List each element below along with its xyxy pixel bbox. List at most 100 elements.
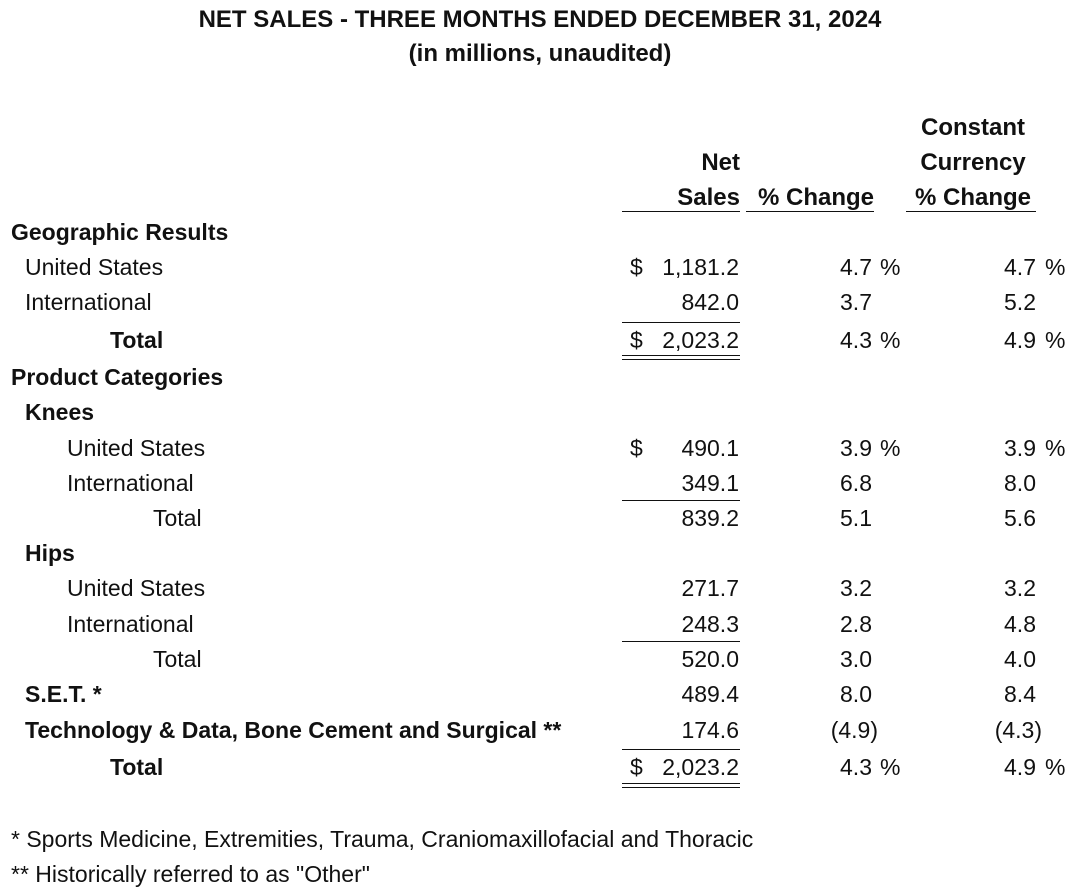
- row-label: United States: [25, 254, 164, 280]
- currency-symbol: $: [630, 254, 643, 280]
- table-row-subtotal: Total 520.0 3.0 4.0: [0, 641, 1080, 677]
- table-row: International 349.1 6.8 8.0: [0, 465, 1080, 501]
- pct-change-sign: %: [880, 327, 901, 353]
- pct-change-value: 4.7: [840, 254, 872, 280]
- ccy-change-value: (4.3): [994, 717, 1042, 743]
- row-label: Total: [110, 327, 164, 353]
- table-row: United States $ 490.1 3.9 % 3.9 %: [0, 430, 1080, 466]
- row-label: S.E.T. *: [25, 681, 102, 707]
- row-label: International: [67, 611, 194, 637]
- footnote: ** Historically referred to as "Other": [11, 861, 370, 887]
- row-label: Geographic Results: [11, 219, 229, 245]
- net-sales-value: 839.2: [681, 505, 739, 531]
- net-sales-value: 520.0: [681, 646, 739, 672]
- row-label: United States: [67, 575, 206, 601]
- pct-change-value: 5.1: [840, 505, 872, 531]
- net-sales-header-underline: [622, 211, 740, 212]
- net-sales-value: 842.0: [681, 289, 739, 315]
- table-row-total: Total $ 2,023.2 4.3 % 4.9 %: [0, 322, 1080, 358]
- subsection-header-hips: Hips: [0, 535, 1080, 571]
- ccy-change-value: 4.9: [1004, 754, 1036, 780]
- table-row-grand-total: Total $ 2,023.2 4.3 % 4.9 %: [0, 749, 1080, 785]
- ccy-change-value: 5.2: [1004, 289, 1036, 315]
- row-label: International: [25, 289, 152, 315]
- constant-currency-header: Constant Currency % Change: [900, 110, 1046, 215]
- row-label: Technology & Data, Bone Cement and Surgi…: [25, 717, 562, 743]
- row-label: Knees: [25, 399, 95, 425]
- net-sales-header-line1: Net: [701, 149, 740, 176]
- section-header-geographic: Geographic Results: [0, 214, 1080, 250]
- ccy-header-line2: Currency: [920, 149, 1026, 176]
- row-label: Total: [110, 754, 164, 780]
- net-sales-value: 490.1: [681, 435, 739, 461]
- net-sales-header-line2: Sales: [677, 184, 740, 211]
- ccy-change-value: 4.8: [1004, 611, 1036, 637]
- row-label: Total: [153, 646, 202, 672]
- currency-symbol: $: [630, 435, 643, 461]
- row-label: Product Categories: [11, 364, 224, 390]
- pct-change-header-underline: [746, 211, 874, 212]
- table-row: United States $ 1,181.2 4.7 % 4.7 %: [0, 249, 1080, 285]
- pct-change-header: % Change: [757, 184, 874, 211]
- ccy-change-value: 3.9: [1004, 435, 1036, 461]
- ccy-change-sign: %: [1045, 254, 1066, 280]
- subtotal-line: [622, 322, 740, 323]
- net-sales-value: 489.4: [681, 681, 739, 707]
- table-row: United States 271.7 3.2 3.2: [0, 570, 1080, 606]
- table-row: S.E.T. * 489.4 8.0 8.4: [0, 676, 1080, 712]
- subtotal-line: [622, 749, 740, 750]
- subtotal-line: [622, 641, 740, 642]
- pct-change-value: (4.9): [830, 717, 878, 743]
- net-sales-header: Net Sales: [622, 145, 740, 215]
- row-label: United States: [67, 435, 206, 461]
- pct-change-value: 2.8: [840, 611, 872, 637]
- table-row: Technology & Data, Bone Cement and Surgi…: [0, 712, 1080, 748]
- row-label: Hips: [25, 540, 75, 566]
- table-row: International 248.3 2.8 4.8: [0, 606, 1080, 642]
- ccy-change-value: 5.6: [1004, 505, 1036, 531]
- footnote: * Sports Medicine, Extremities, Trauma, …: [11, 826, 754, 852]
- net-sales-value: 248.3: [681, 611, 739, 637]
- pct-change-value: 4.3: [840, 327, 872, 353]
- pct-change-value: 4.3: [840, 754, 872, 780]
- ccy-header-underline: [906, 211, 1036, 212]
- pct-change-value: 3.2: [840, 575, 872, 601]
- pct-change-sign: %: [880, 254, 901, 280]
- ccy-header-line1: Constant: [921, 114, 1025, 141]
- net-sales-value: 271.7: [681, 575, 739, 601]
- section-header-product-categories: Product Categories: [0, 359, 1080, 395]
- ccy-change-value: 4.0: [1004, 646, 1036, 672]
- table-row: International 842.0 3.7 5.2: [0, 284, 1080, 320]
- pct-change-sign: %: [880, 754, 901, 780]
- table-row-subtotal: Total 839.2 5.1 5.6: [0, 500, 1080, 536]
- ccy-change-sign: %: [1045, 327, 1066, 353]
- ccy-change-value: 4.7: [1004, 254, 1036, 280]
- pct-change-value: 6.8: [840, 470, 872, 496]
- net-sales-value: 1,181.2: [662, 254, 739, 280]
- pct-change-value: 3.7: [840, 289, 872, 315]
- ccy-change-value: 4.9: [1004, 327, 1036, 353]
- table-title: NET SALES - THREE MONTHS ENDED DECEMBER …: [198, 6, 882, 33]
- pct-change-value: 8.0: [840, 681, 872, 707]
- total-double-underline: [622, 783, 740, 788]
- subtotal-line: [622, 500, 740, 501]
- table-subtitle: (in millions, unaudited): [408, 40, 672, 67]
- row-label: Total: [153, 505, 202, 531]
- ccy-change-sign: %: [1045, 435, 1066, 461]
- row-label: International: [67, 470, 194, 496]
- ccy-header-line3: % Change: [914, 184, 1031, 211]
- total-double-underline: [622, 355, 740, 360]
- ccy-change-value: 3.2: [1004, 575, 1036, 601]
- pct-change-value: 3.9: [840, 435, 872, 461]
- pct-change-value: 3.0: [840, 646, 872, 672]
- net-sales-value: 174.6: [681, 717, 739, 743]
- currency-symbol: $: [630, 754, 643, 780]
- net-sales-value: 2,023.2: [662, 327, 739, 353]
- pct-change-sign: %: [880, 435, 901, 461]
- net-sales-value: 2,023.2: [662, 754, 739, 780]
- subsection-header-knees: Knees: [0, 394, 1080, 430]
- ccy-change-sign: %: [1045, 754, 1066, 780]
- ccy-change-value: 8.4: [1004, 681, 1036, 707]
- net-sales-value: 349.1: [681, 470, 739, 496]
- currency-symbol: $: [630, 327, 643, 353]
